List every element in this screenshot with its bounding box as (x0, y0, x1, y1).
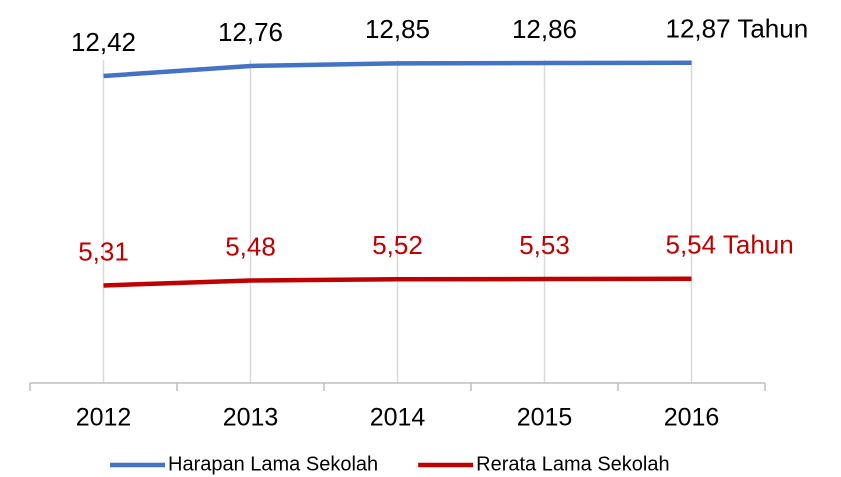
data-label: 5,52 (372, 230, 423, 260)
series-line (103, 60, 692, 79)
data-label: 5,48 (225, 231, 276, 261)
legend-label: Harapan Lama Sekolah (168, 453, 378, 475)
data-label: 12,85 (365, 14, 430, 44)
data-label: 12,42 (71, 27, 136, 57)
data-label: 12,86 (512, 14, 577, 44)
data-label: 12,76 (218, 17, 283, 47)
legend-label: Rerata Lama Sekolah (476, 453, 669, 475)
series-line (103, 276, 692, 288)
x-tick-label: 2016 (664, 404, 720, 432)
data-label: 5,31 (78, 236, 129, 266)
data-label: 5,54 Tahun (666, 230, 794, 260)
x-tick-label: 2014 (370, 404, 426, 432)
x-tick-label: 2012 (76, 404, 132, 432)
x-tick-label: 2015 (517, 404, 573, 432)
x-tick-label: 2013 (223, 404, 279, 432)
data-label: 5,53 (519, 230, 570, 260)
data-label: 12,87 Tahun (666, 14, 809, 44)
